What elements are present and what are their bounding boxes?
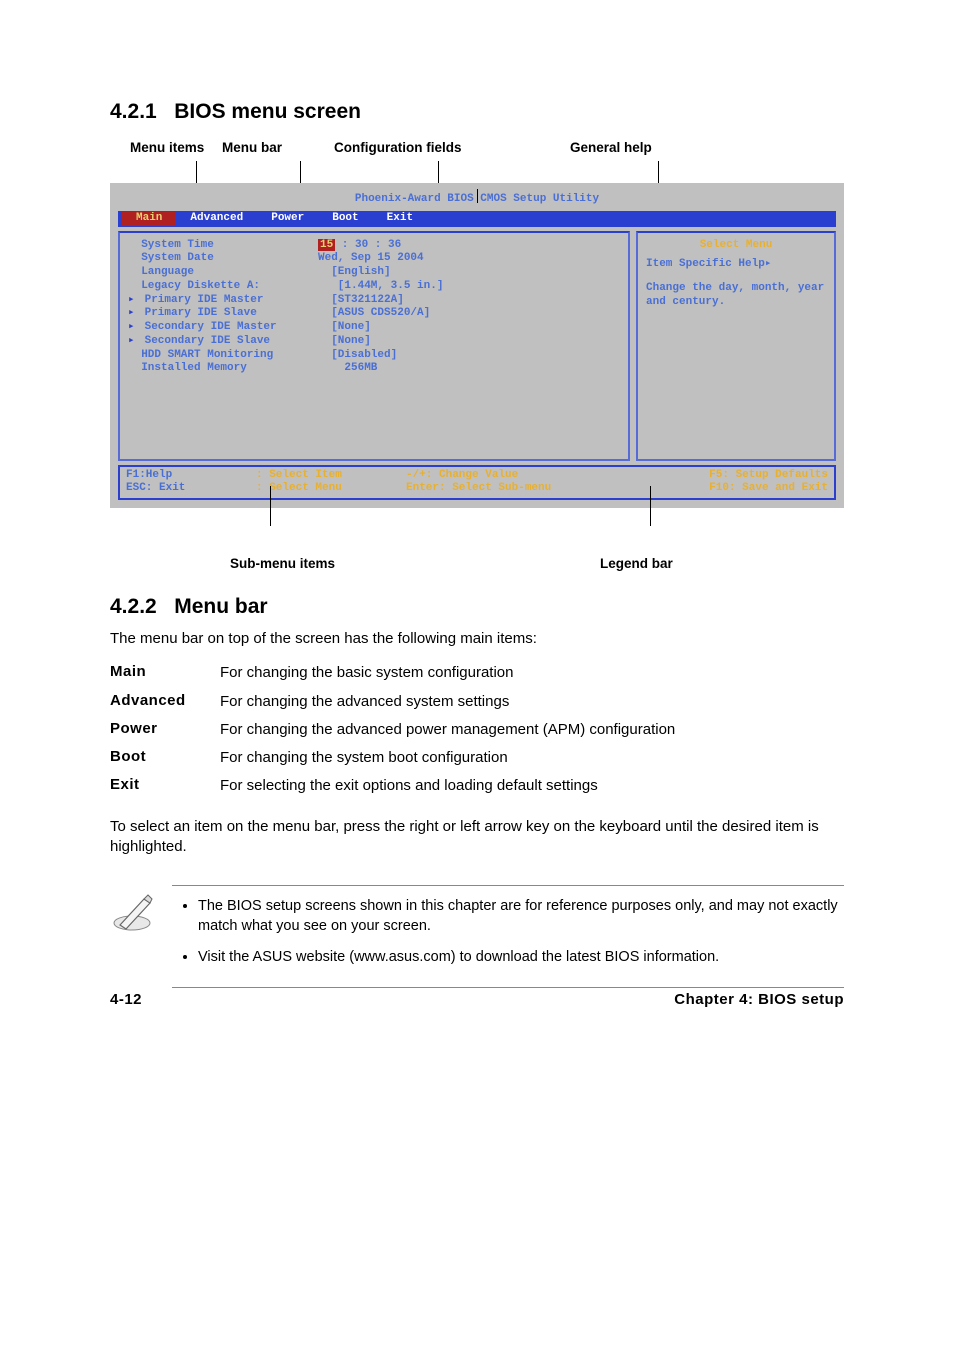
bios-row[interactable]: Installed Memory 256MB	[128, 362, 620, 376]
note-icon	[110, 885, 154, 938]
note-block: The BIOS setup screens shown in this cha…	[110, 885, 844, 988]
menubar-outro: To select an item on the menu bar, press…	[110, 817, 844, 858]
chapter-title: Chapter 4: BIOS setup	[674, 991, 844, 1008]
section-title: BIOS menu screen	[174, 100, 361, 123]
note-item-1: The BIOS setup screens shown in this cha…	[198, 896, 840, 937]
bios-tab-power[interactable]: Power	[257, 212, 318, 226]
bios-row[interactable]: Legacy Diskette A: [1.44M, 3.5 in.]	[128, 280, 620, 294]
label-legend-bar: Legend bar	[600, 556, 673, 571]
def-row: BootFor changing the system boot configu…	[110, 748, 844, 768]
section-title-2: Menu bar	[174, 595, 267, 618]
def-value: For changing the advanced power manageme…	[220, 720, 844, 740]
section-num-2: 4.2.2	[110, 595, 157, 618]
def-key: Boot	[110, 748, 220, 768]
def-value: For changing the advanced system setting…	[220, 692, 844, 712]
def-key: Advanced	[110, 692, 220, 712]
menubar-intro: The menu bar on top of the screen has th…	[110, 629, 844, 649]
bios-tab-boot[interactable]: Boot	[318, 212, 372, 226]
def-key: Exit	[110, 776, 220, 796]
def-row: AdvancedFor changing the advanced system…	[110, 692, 844, 712]
def-row: MainFor changing the basic system config…	[110, 663, 844, 683]
page-number: 4-12	[110, 991, 142, 1008]
bios-tab-advanced[interactable]: Advanced	[176, 212, 257, 226]
def-key: Main	[110, 663, 220, 683]
bios-help-title: Select Menu	[646, 239, 826, 253]
bios-help-line1: Item Specific Help▸	[646, 258, 826, 272]
note-content: The BIOS setup screens shown in this cha…	[172, 885, 844, 988]
note-item-2: Visit the ASUS website (www.asus.com) to…	[198, 947, 840, 967]
legend-col4: F5: Setup DefaultsF10: Save and Exit	[616, 469, 828, 497]
bios-row[interactable]: ▸ Primary IDE Master [ST321122A]	[128, 294, 620, 308]
section-heading-1: 4.2.1 BIOS menu screen	[110, 100, 844, 124]
def-value: For selecting the exit options and loadi…	[220, 776, 844, 796]
def-key: Power	[110, 720, 220, 740]
def-row: ExitFor selecting the exit options and l…	[110, 776, 844, 796]
bios-tab-main[interactable]: Main	[122, 212, 176, 226]
def-value: For changing the system boot configurati…	[220, 748, 844, 768]
def-row: PowerFor changing the advanced power man…	[110, 720, 844, 740]
top-leader-lines	[130, 161, 844, 183]
bios-row[interactable]: HDD SMART Monitoring [Disabled]	[128, 349, 620, 363]
section-heading-2: 4.2.2 Menu bar	[110, 595, 844, 619]
label-general-help: General help	[570, 140, 652, 155]
bios-row[interactable]: ▸ Secondary IDE Master [None]	[128, 321, 620, 335]
bios-menubar[interactable]: Main Advanced Power Boot Exit	[118, 211, 836, 227]
figure-top-labels: Menu items Menu bar Configuration fields…	[110, 140, 844, 155]
label-menu-items: Menu items	[130, 140, 222, 155]
page-footer: 4-12 Chapter 4: BIOS setup	[110, 991, 844, 1008]
label-config-fields: Configuration fields	[334, 140, 570, 155]
bios-left-panel: System Time15 : 30 : 36 System DateWed, …	[118, 231, 630, 461]
label-menu-bar: Menu bar	[222, 140, 334, 155]
legend-col2: : Select Item: Select Menu	[256, 469, 406, 497]
bottom-leader-lines	[130, 508, 844, 530]
bios-row[interactable]: ▸ Primary IDE Slave [ASUS CDS520/A]	[128, 307, 620, 321]
label-sub-menu: Sub-menu items	[230, 556, 600, 571]
bios-body: System Time15 : 30 : 36 System DateWed, …	[118, 227, 836, 461]
legend-col1: F1:HelpESC: Exit	[126, 469, 256, 497]
section-num: 4.2.1	[110, 100, 157, 123]
bios-help-line2: Change the day, month, year and century.	[646, 282, 826, 310]
bios-row[interactable]: System DateWed, Sep 15 2004	[128, 252, 620, 266]
bios-screen: Phoenix-Award BIOS CMOS Setup Utility Ma…	[110, 183, 844, 508]
bios-row[interactable]: ▸ Secondary IDE Slave [None]	[128, 335, 620, 349]
def-value: For changing the basic system configurat…	[220, 663, 844, 683]
bios-row[interactable]: Language [English]	[128, 266, 620, 280]
bios-row[interactable]: System Time15 : 30 : 36	[128, 239, 620, 253]
bios-help-panel: Select Menu Item Specific Help▸ Change t…	[636, 231, 836, 461]
legend-col3: -/+: Change ValueEnter: Select Sub-menu	[406, 469, 616, 497]
bios-legend-bar: F1:HelpESC: Exit : Select Item: Select M…	[118, 465, 836, 501]
figure-bottom-labels: Sub-menu items Legend bar	[110, 556, 844, 571]
menubar-def-table: MainFor changing the basic system config…	[110, 663, 844, 796]
bios-title: Phoenix-Award BIOS CMOS Setup Utility	[118, 191, 836, 211]
bios-tab-exit[interactable]: Exit	[373, 212, 427, 226]
